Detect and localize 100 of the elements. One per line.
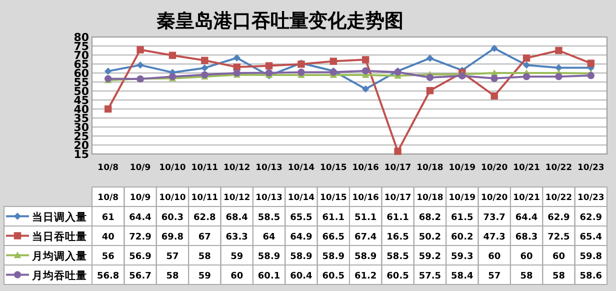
point [426, 74, 434, 82]
point [362, 67, 370, 74]
data-label: 56.8 [96, 272, 120, 282]
category-label: 10/18 [416, 193, 444, 203]
data-label: 56 [102, 252, 114, 262]
category-label: 10/22 [545, 193, 572, 203]
data-label: 60.5 [386, 272, 409, 282]
data-label: 67 [198, 232, 211, 242]
point [555, 73, 562, 80]
point [490, 74, 498, 82]
data-label: 60.5 [322, 272, 345, 282]
chart-title: 秦皇岛港口吞吐量变化走势图 [156, 10, 404, 32]
point [201, 64, 208, 72]
data-label: 72.9 [129, 232, 152, 242]
data-label: 60.2 [451, 232, 474, 242]
category-label: 10/9 [130, 193, 151, 203]
data-label: 64.9 [290, 232, 312, 242]
data-label: 47.3 [483, 232, 506, 242]
point [394, 148, 402, 155]
point [136, 61, 144, 69]
data-label: 60.1 [258, 272, 280, 282]
x-tick-label: 10/16 [352, 163, 380, 173]
x-tick-label: 10/8 [98, 163, 119, 173]
x-tick-label: 10/15 [320, 163, 347, 173]
data-label: 62.9 [580, 213, 602, 223]
data-label: 58.5 [386, 252, 409, 262]
data-label: 58.5 [258, 213, 280, 223]
data-label: 58.9 [258, 252, 280, 262]
legend-label: 当日吞吐量 [32, 230, 87, 243]
x-tick-label: 10/14 [288, 163, 315, 173]
data-label: 59.2 [418, 252, 442, 262]
data-label: 58.4 [451, 272, 474, 282]
category-label: 10/19 [448, 193, 476, 203]
point [522, 73, 530, 80]
x-tick-label: 10/21 [513, 163, 540, 173]
data-label: 61 [102, 213, 114, 223]
point [490, 92, 498, 100]
data-label: 58 [520, 272, 533, 282]
data-label: 59 [230, 252, 244, 262]
x-tick-label: 10/22 [545, 163, 572, 173]
point [522, 61, 530, 69]
data-label: 56.9 [129, 252, 152, 262]
data-label: 59 [198, 272, 211, 282]
data-label: 73.7 [483, 213, 506, 223]
data-label: 65.5 [290, 213, 312, 223]
data-label: 51.1 [354, 213, 377, 223]
data-label: 62.8 [194, 213, 216, 223]
point [522, 54, 530, 62]
data-label: 50.2 [418, 232, 442, 242]
data-label: 60 [552, 252, 565, 262]
data-label: 61.1 [322, 213, 345, 223]
data-label: 60 [230, 272, 244, 282]
x-tick-label: 10/17 [384, 163, 412, 173]
data-label: 60.4 [290, 272, 312, 282]
data-label: 58.6 [580, 272, 602, 282]
point [362, 56, 370, 64]
point [362, 85, 370, 93]
point [168, 52, 176, 59]
data-label: 60.3 [161, 213, 184, 223]
x-tick-label: 10/9 [130, 163, 151, 173]
data-label: 60 [488, 252, 501, 262]
point [426, 87, 434, 94]
data-label: 58.9 [290, 252, 312, 262]
category-label: 10/12 [223, 193, 250, 203]
data-label: 64.4 [129, 213, 152, 223]
data-label: 64 [262, 232, 276, 242]
data-label: 61.2 [354, 272, 377, 282]
data-label: 68.3 [515, 232, 538, 242]
point [555, 46, 562, 54]
data-label: 67.4 [354, 232, 377, 242]
x-tick-label: 10/10 [159, 163, 186, 173]
data-label: 68.2 [418, 213, 442, 223]
category-label: 10/17 [384, 193, 412, 203]
point [104, 68, 112, 75]
data-label: 58.9 [322, 252, 345, 262]
x-tick-label: 10/11 [191, 163, 218, 173]
data-label: 72.5 [548, 232, 570, 242]
category-label: 10/14 [288, 193, 315, 203]
category-label: 10/20 [480, 193, 508, 203]
data-label: 58 [552, 272, 565, 282]
point [490, 44, 498, 52]
data-label: 66.5 [322, 232, 345, 242]
point [233, 54, 240, 62]
x-tick-label: 10/13 [256, 163, 282, 173]
category-label: 10/11 [191, 193, 218, 203]
data-label: 59.8 [580, 252, 602, 262]
data-label: 61.1 [386, 213, 409, 223]
category-label: 10/15 [320, 193, 347, 203]
point [136, 46, 144, 54]
category-label: 10/23 [578, 193, 604, 203]
legend-label: 月均调入量 [31, 250, 87, 262]
data-label: 61.5 [451, 213, 474, 223]
x-tick-label: 10/19 [448, 163, 476, 173]
data-label: 58 [198, 252, 211, 262]
legend-label: 当日调入量 [32, 210, 87, 224]
point [265, 62, 273, 70]
point [330, 58, 338, 65]
data-label: 57 [488, 272, 501, 282]
category-label: 10/10 [159, 193, 186, 203]
data-label: 60 [520, 252, 533, 262]
